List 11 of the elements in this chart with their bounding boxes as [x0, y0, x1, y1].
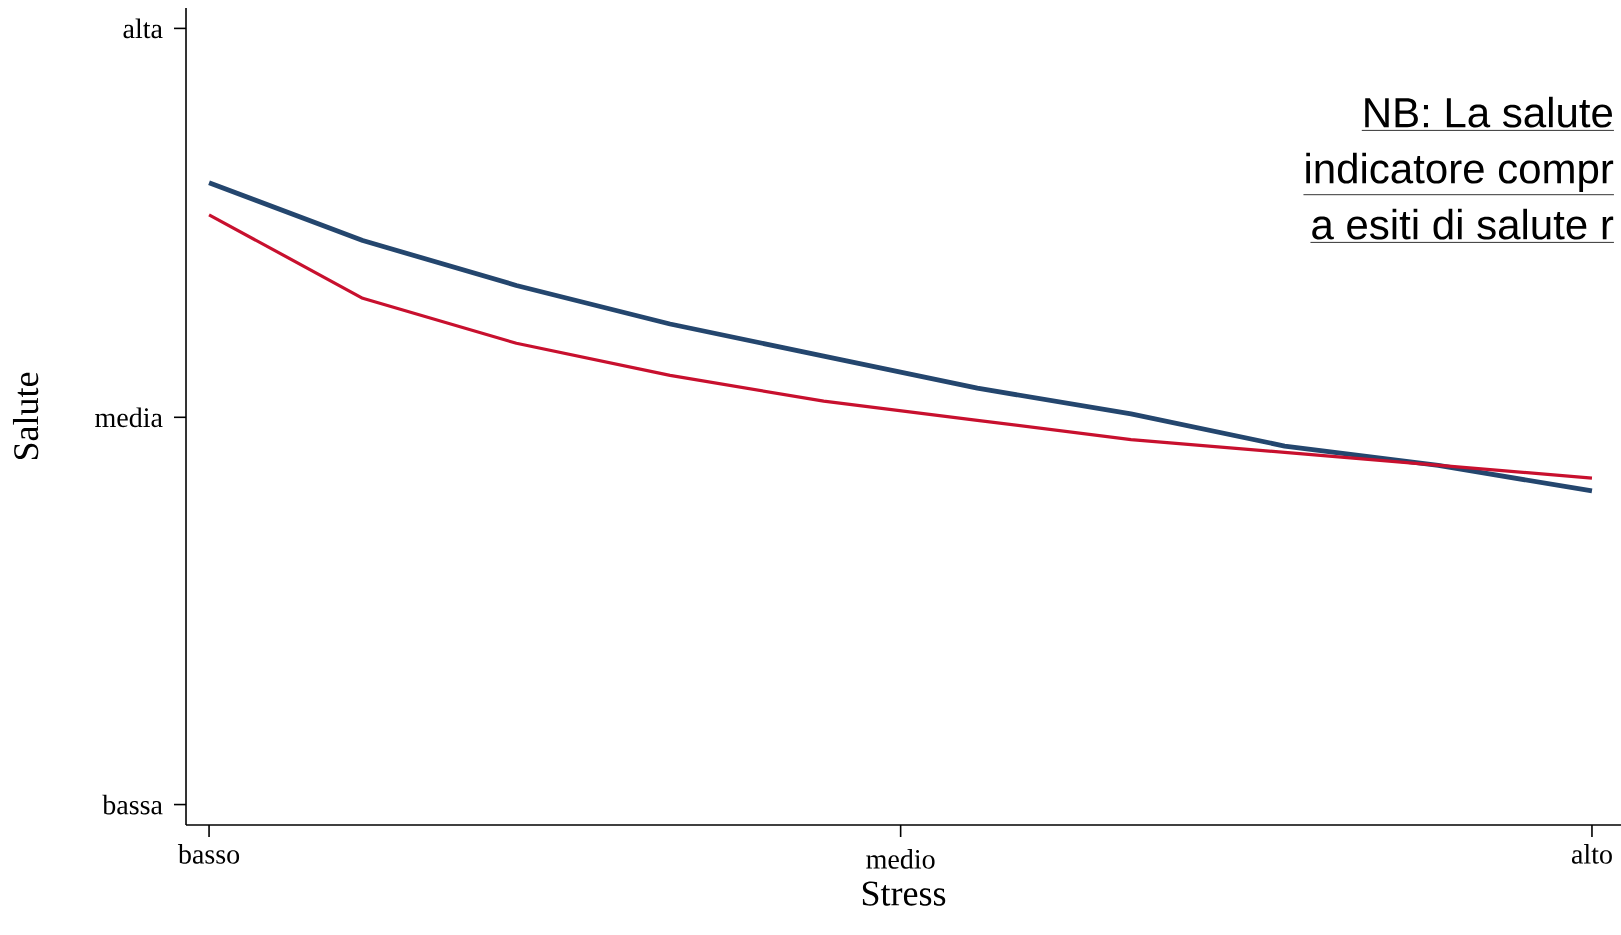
annotation: indicatore compr	[1306, 152, 1614, 192]
x-tick-label: alto	[1571, 844, 1612, 864]
x-axis-title: Stress	[862, 881, 946, 906]
annotation: a esiti di salute r	[1312, 208, 1614, 240]
x-tick-label: basso	[177, 844, 240, 864]
text: media	[95, 407, 163, 428]
text: alta	[123, 18, 163, 39]
y-axis-title: Salute	[12, 372, 39, 460]
text: bassa	[102, 794, 163, 815]
text: NB: La salute	[1365, 96, 1613, 128]
text: medio	[866, 849, 935, 869]
